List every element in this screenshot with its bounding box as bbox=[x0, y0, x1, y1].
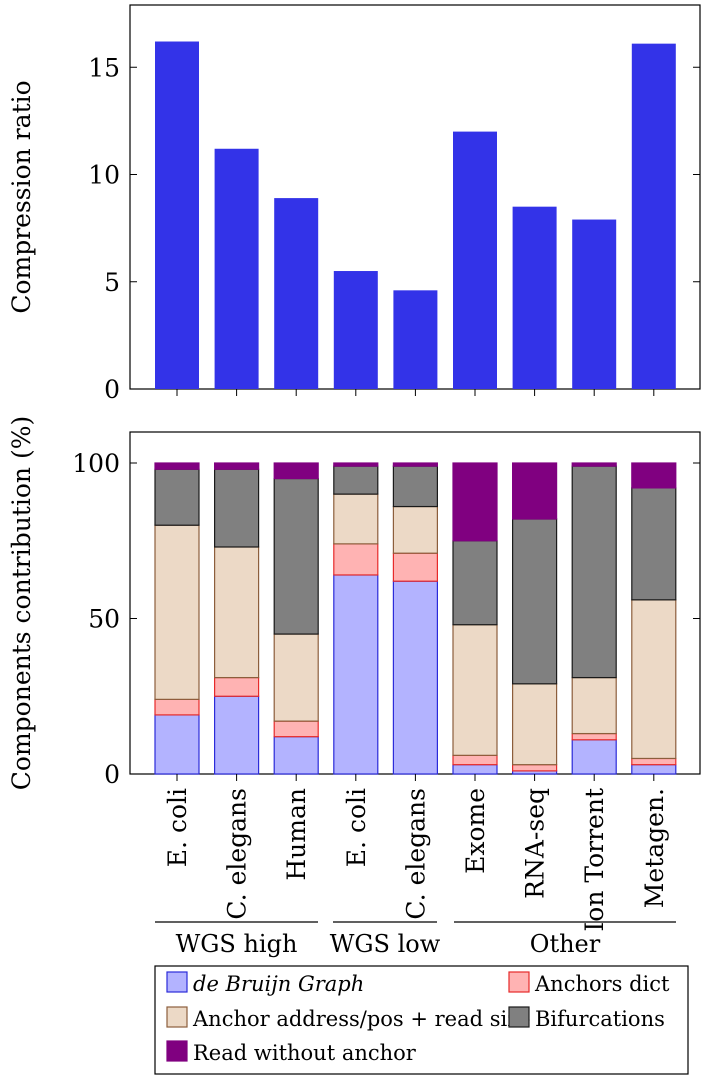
stacked-segment-0 bbox=[333, 574, 379, 775]
top-y-tick-label: 10 bbox=[88, 161, 120, 190]
group-label: WGS high bbox=[176, 930, 298, 958]
legend-label: Anchors dict bbox=[534, 972, 670, 996]
stacked-segment-4 bbox=[214, 462, 260, 470]
category-label: E. coli bbox=[342, 788, 371, 867]
stacked-segment-4 bbox=[333, 462, 379, 467]
legend-swatch bbox=[508, 1006, 530, 1028]
bottom-y-tick-label: 0 bbox=[104, 760, 120, 789]
legend-label: Bifurcations bbox=[535, 1007, 665, 1031]
stacked-segment-3 bbox=[511, 518, 558, 685]
stacked-segment-0 bbox=[214, 695, 260, 775]
stacked-segment-3 bbox=[333, 465, 379, 495]
stacked-segment-1 bbox=[273, 720, 319, 738]
stacked-segment-1 bbox=[631, 757, 677, 766]
stacked-segment-2 bbox=[333, 493, 379, 545]
compression-bar bbox=[333, 271, 378, 389]
stacked-segment-1 bbox=[511, 764, 558, 772]
group-label: Other bbox=[530, 930, 601, 958]
legend-frame bbox=[154, 965, 689, 1075]
stacked-segment-3 bbox=[273, 477, 319, 635]
stacked-segment-1 bbox=[333, 543, 379, 576]
stacked-segment-1 bbox=[154, 698, 200, 716]
top-y-tick-label: 15 bbox=[88, 53, 120, 82]
stacked-segment-2 bbox=[392, 505, 438, 554]
stacked-segment-2 bbox=[214, 546, 260, 679]
top-y-axis-label: Compression ratio bbox=[7, 80, 36, 313]
legend-label: Anchor address/pos + read size bbox=[192, 1007, 531, 1031]
compression-bar bbox=[393, 290, 438, 389]
compression-bar bbox=[572, 219, 617, 389]
stacked-segment-4 bbox=[154, 462, 200, 470]
stacked-segment-1 bbox=[214, 676, 260, 697]
stacked-segment-0 bbox=[631, 764, 677, 775]
stacked-segment-2 bbox=[452, 624, 498, 756]
stacked-segment-0 bbox=[571, 739, 617, 775]
stacked-segment-4 bbox=[571, 462, 617, 467]
stacked-segment-3 bbox=[214, 468, 260, 548]
stacked-segment-3 bbox=[452, 540, 498, 626]
stacked-segment-2 bbox=[511, 683, 558, 766]
stacked-segment-2 bbox=[273, 633, 319, 722]
category-label: Exome bbox=[461, 788, 490, 874]
legend-swatch bbox=[166, 1040, 188, 1062]
stacked-segment-2 bbox=[571, 676, 617, 735]
compression-bar bbox=[453, 131, 497, 389]
stacked-segment-3 bbox=[571, 465, 617, 679]
legend-label: Read without anchor bbox=[193, 1041, 417, 1065]
legend-label: de Bruijn Graph bbox=[193, 972, 364, 996]
category-label: RNA-seq bbox=[521, 788, 550, 899]
stacked-segment-4 bbox=[452, 462, 498, 542]
stacked-segment-4 bbox=[392, 462, 438, 467]
compression-bar bbox=[274, 198, 319, 389]
top-y-tick-label: 5 bbox=[104, 268, 120, 297]
legend-swatch bbox=[508, 971, 530, 993]
bottom-y-tick-label: 50 bbox=[88, 605, 120, 634]
stacked-segment-4 bbox=[631, 462, 677, 489]
stacked-segment-0 bbox=[392, 580, 438, 775]
compression-ratio-panel: 0 5 10 15 Compression ratio bbox=[7, 4, 701, 404]
stacked-segment-2 bbox=[154, 524, 200, 700]
top-y-tick-label: 0 bbox=[104, 375, 120, 404]
category-label: Metagen. bbox=[640, 788, 669, 908]
bottom-y-tick-label: 100 bbox=[72, 449, 120, 478]
category-label: C. elegans bbox=[223, 788, 252, 920]
legend-swatch bbox=[166, 1006, 188, 1028]
stacked-segment-3 bbox=[392, 465, 438, 508]
category-label: E. coli bbox=[163, 788, 192, 867]
stacked-segment-0 bbox=[154, 714, 200, 775]
legend-swatch bbox=[166, 971, 188, 993]
stacked-segment-1 bbox=[392, 552, 438, 582]
stacked-segment-0 bbox=[273, 736, 319, 775]
compression-bar bbox=[512, 206, 557, 389]
components-contribution-panel: 0 50 100 E. coli C. elegans Human E. coli C. e… bbox=[7, 416, 701, 932]
compression-bar bbox=[214, 148, 259, 389]
stacked-segment-3 bbox=[154, 468, 200, 526]
compression-bar bbox=[631, 43, 676, 389]
stacked-segment-3 bbox=[631, 487, 677, 601]
compression-bar bbox=[155, 41, 199, 389]
category-label: Human bbox=[282, 788, 311, 881]
bottom-y-axis-label: Components contribution (%) bbox=[7, 416, 36, 790]
stacked-segment-0 bbox=[452, 764, 498, 775]
group-label: WGS low bbox=[330, 930, 441, 958]
stacked-segment-2 bbox=[631, 599, 677, 760]
category-label: C. elegans bbox=[401, 788, 430, 920]
stacked-segment-4 bbox=[511, 462, 558, 520]
stacked-segment-1 bbox=[452, 754, 498, 766]
category-label: Ion Torrent bbox=[580, 788, 609, 932]
stacked-segment-1 bbox=[571, 732, 617, 741]
stacked-segment-4 bbox=[273, 462, 319, 480]
